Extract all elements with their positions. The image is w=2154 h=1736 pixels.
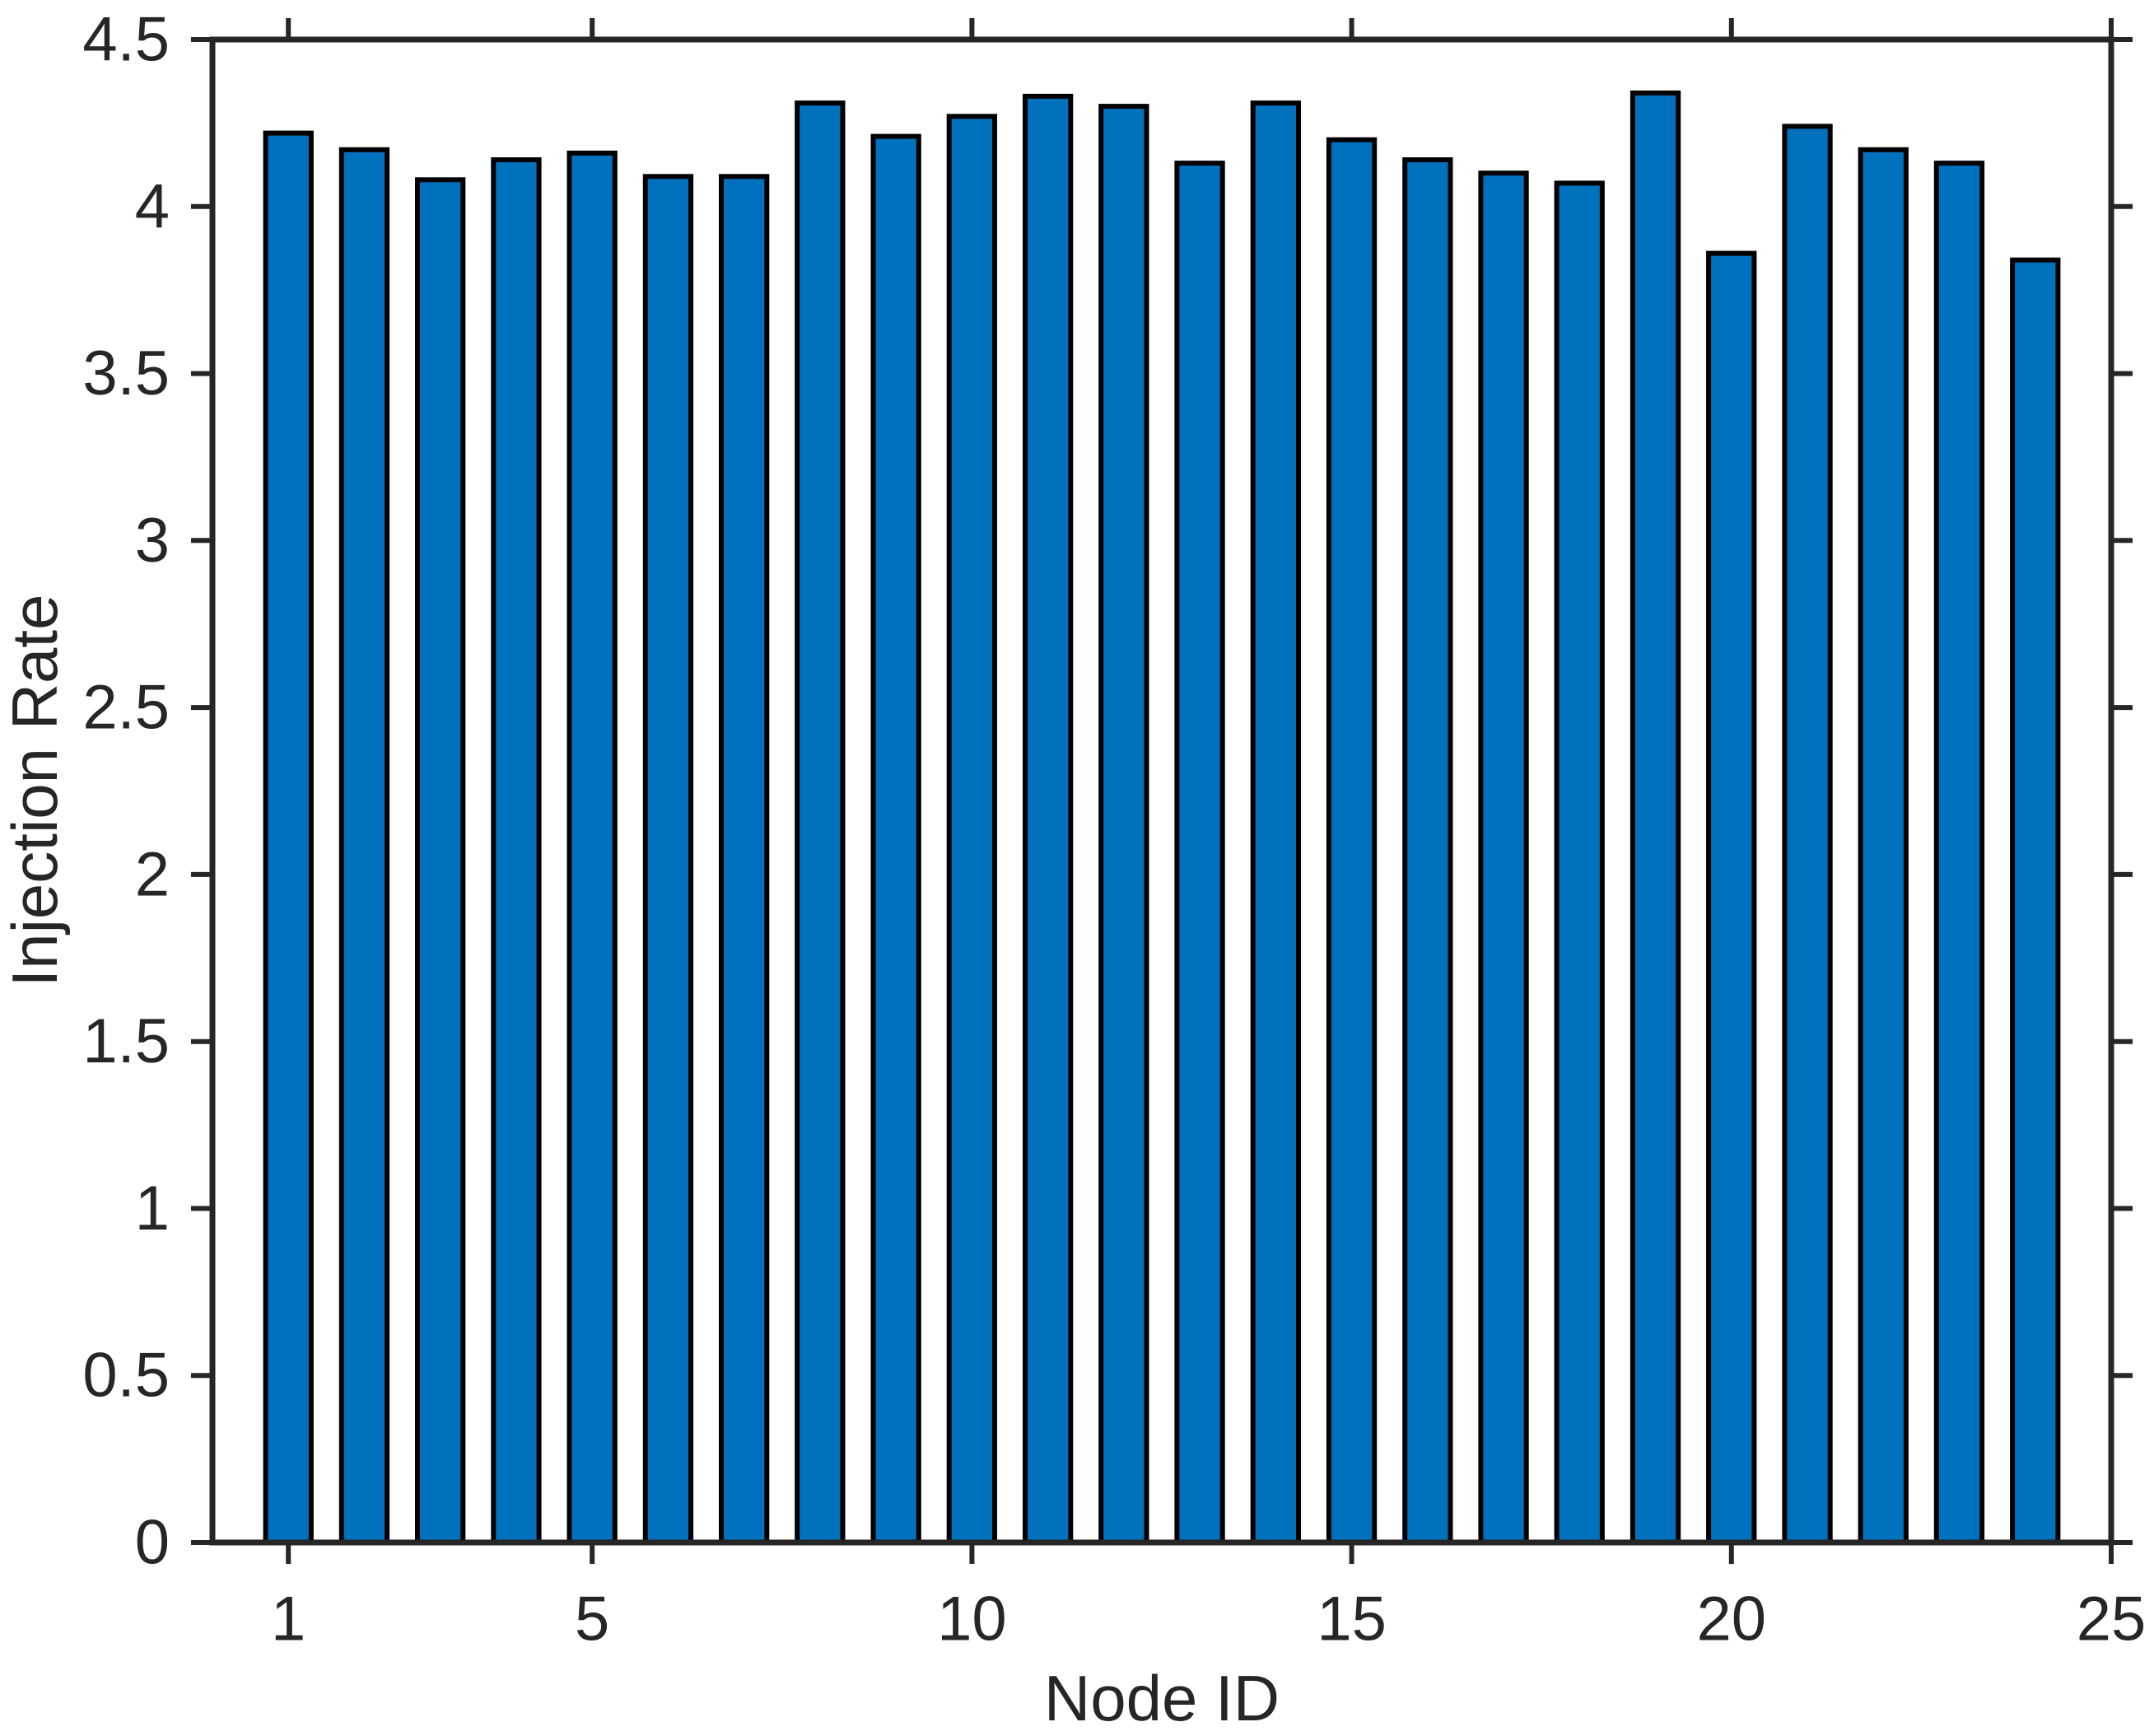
bar-node-18 xyxy=(1554,180,1605,1545)
bars-group xyxy=(263,90,2061,1546)
bar-node-1 xyxy=(263,130,314,1546)
y-tick-label: 0 xyxy=(135,1508,170,1578)
bar-node-7 xyxy=(719,174,770,1545)
bar-node-6 xyxy=(642,174,694,1545)
bar-node-24 xyxy=(2010,257,2061,1546)
bar-node-8 xyxy=(795,100,846,1546)
y-tick-label: 2.5 xyxy=(82,673,170,743)
x-tick-label: 25 xyxy=(2077,1584,2147,1654)
y-tick-label: 3.5 xyxy=(82,338,170,408)
bar-node-16 xyxy=(1402,157,1453,1545)
x-tick-label: 1 xyxy=(271,1584,305,1654)
bar-node-17 xyxy=(1478,170,1529,1546)
y-tick-label: 4 xyxy=(135,171,170,241)
x-tick-label: 20 xyxy=(1697,1584,1767,1654)
x-tick-label: 5 xyxy=(575,1584,609,1654)
bar-node-20 xyxy=(1706,250,1757,1546)
y-tick-label: 1 xyxy=(135,1174,170,1244)
y-tick-label: 0.5 xyxy=(82,1341,170,1411)
axes-group xyxy=(191,18,2133,1564)
bar-node-10 xyxy=(946,114,997,1545)
x-tick-label: 10 xyxy=(937,1584,1007,1654)
y-tick-label: 2 xyxy=(135,839,170,909)
bar-node-2 xyxy=(338,147,390,1545)
x-tick-label: 15 xyxy=(1317,1584,1387,1654)
bar-node-12 xyxy=(1098,104,1149,1546)
bar-node-5 xyxy=(566,150,618,1545)
bar-node-13 xyxy=(1174,161,1225,1546)
bar-node-11 xyxy=(1023,93,1074,1545)
bar-node-19 xyxy=(1629,90,1681,1545)
x-axis-label: Node ID xyxy=(1044,1662,1280,1734)
y-tick-label: 3 xyxy=(135,506,170,576)
bar-node-21 xyxy=(1782,124,1833,1545)
y-axis-label: Injection Rate xyxy=(0,595,71,987)
bar-node-9 xyxy=(870,133,921,1546)
bar-node-14 xyxy=(1250,100,1301,1546)
y-tick-label: 1.5 xyxy=(82,1006,170,1076)
bar-node-23 xyxy=(1933,161,1985,1546)
bar-node-4 xyxy=(491,157,542,1545)
plot-box xyxy=(209,36,2114,1546)
bar-node-15 xyxy=(1326,137,1378,1546)
bar-node-22 xyxy=(1858,147,1909,1545)
bar-node-3 xyxy=(415,177,466,1545)
y-tick-label: 4.5 xyxy=(82,5,170,75)
